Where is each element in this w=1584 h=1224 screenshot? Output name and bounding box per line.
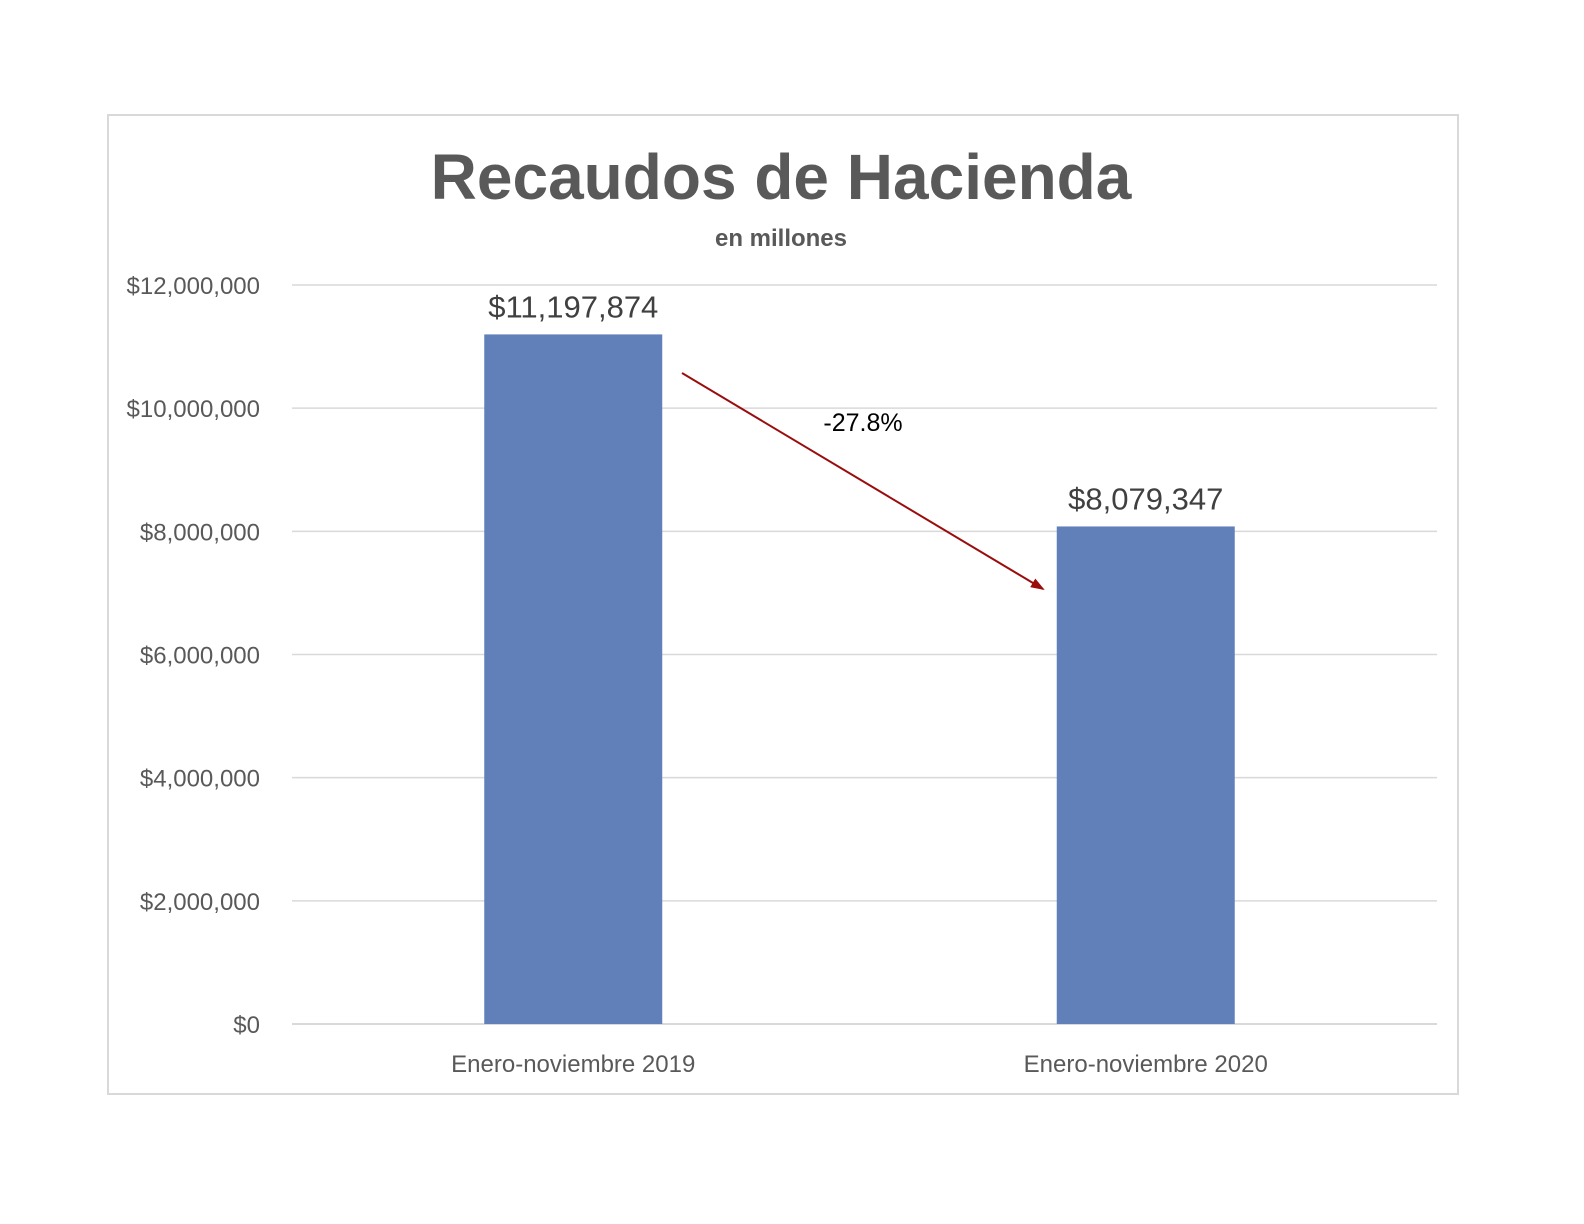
bar bbox=[1056, 526, 1235, 1024]
bar-data-label: $8,079,347 bbox=[1068, 481, 1223, 516]
y-tick-label: $0 bbox=[233, 1012, 260, 1039]
bar bbox=[484, 334, 663, 1024]
x-tick-label: Enero-noviembre 2019 bbox=[451, 1051, 695, 1078]
y-tick-label: $2,000,000 bbox=[140, 889, 260, 916]
y-axis-tick-labels: $0 $2,000,000 $4,000,000 $6,000,000 $8,000,0… bbox=[127, 273, 260, 1039]
x-tick-label: Enero-noviembre 2020 bbox=[1024, 1051, 1268, 1078]
x-axis-tick-labels: Enero-noviembre 2019 Enero-noviembre 2020 bbox=[451, 1051, 1268, 1078]
gridlines bbox=[292, 284, 1437, 1025]
chart-subtitle: en millones bbox=[715, 225, 847, 252]
bar-data-label: $11,197,874 bbox=[488, 289, 658, 324]
y-tick-label: $4,000,000 bbox=[140, 766, 260, 793]
bars bbox=[484, 334, 1235, 1024]
y-tick-label: $6,000,000 bbox=[140, 643, 260, 670]
chart-title: Recaudos de Hacienda bbox=[431, 141, 1132, 213]
y-tick-label: $12,000,000 bbox=[127, 273, 260, 300]
y-tick-label: $8,000,000 bbox=[140, 519, 260, 546]
data-labels: $11,197,874 $8,079,347 bbox=[488, 289, 1223, 516]
change-percent-label: -27.8% bbox=[823, 409, 902, 437]
change-arrow bbox=[681, 372, 1045, 591]
y-tick-label: $10,000,000 bbox=[127, 396, 260, 423]
